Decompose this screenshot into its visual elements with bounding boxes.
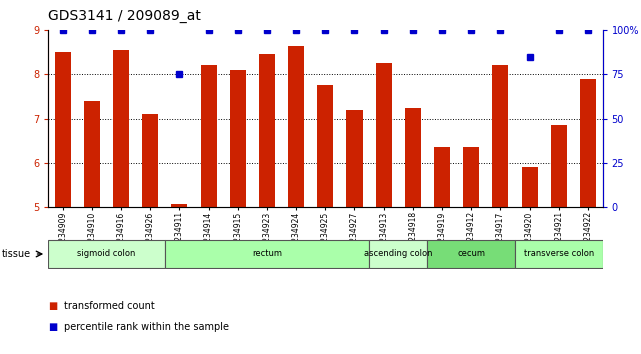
Text: sigmoid colon: sigmoid colon	[78, 249, 136, 258]
Bar	[428, 240, 515, 268]
Bar	[376, 63, 392, 207]
Bar	[347, 110, 363, 207]
Text: percentile rank within the sample: percentile rank within the sample	[64, 322, 229, 332]
Bar	[48, 240, 165, 268]
Text: transformed count: transformed count	[64, 301, 155, 311]
Bar	[580, 79, 596, 207]
Bar	[551, 125, 567, 207]
Bar	[317, 85, 333, 207]
Bar	[405, 108, 421, 207]
Bar	[515, 240, 603, 268]
Text: tissue: tissue	[1, 249, 30, 259]
Text: ■: ■	[48, 301, 57, 311]
Text: rectum: rectum	[252, 249, 282, 258]
Bar	[492, 65, 508, 207]
Bar	[463, 147, 479, 207]
Bar	[288, 46, 304, 207]
Bar	[113, 50, 129, 207]
Bar	[259, 55, 275, 207]
Text: ascending colon: ascending colon	[364, 249, 433, 258]
Bar	[434, 147, 450, 207]
Bar	[369, 240, 428, 268]
Bar	[54, 52, 71, 207]
Bar	[165, 240, 369, 268]
Text: transverse colon: transverse colon	[524, 249, 594, 258]
Bar	[171, 204, 187, 207]
Bar	[201, 65, 217, 207]
Bar	[142, 114, 158, 207]
Text: ■: ■	[48, 322, 57, 332]
Bar	[229, 70, 246, 207]
Text: GDS3141 / 209089_at: GDS3141 / 209089_at	[48, 9, 201, 23]
Text: cecum: cecum	[457, 249, 485, 258]
Bar	[522, 167, 538, 207]
Bar	[84, 101, 100, 207]
